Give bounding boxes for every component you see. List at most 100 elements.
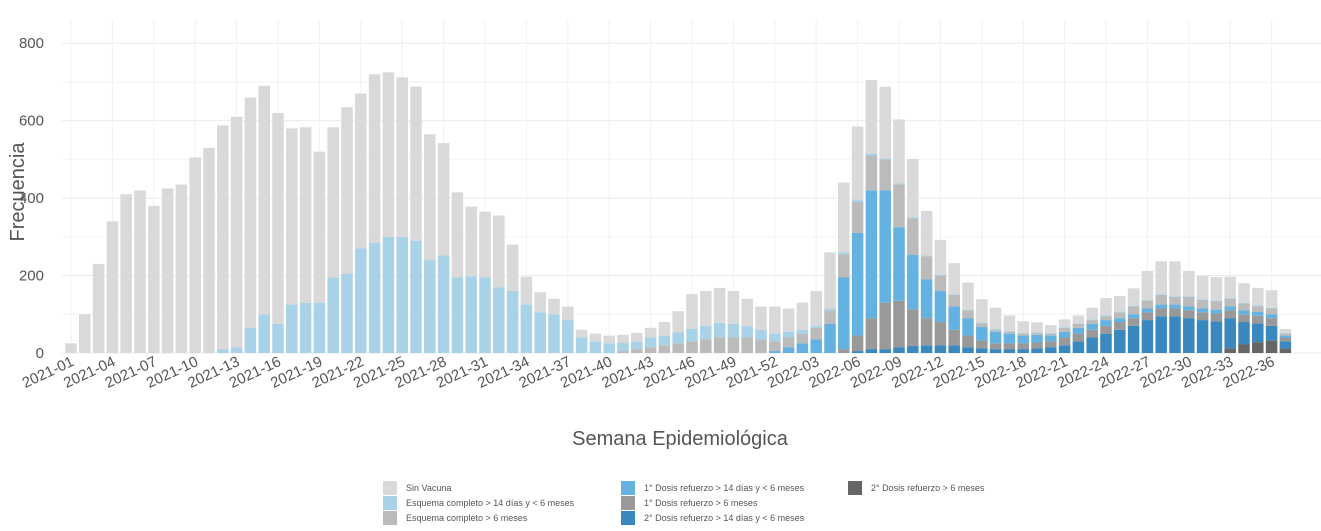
legend-item: 2° Dosis refuerzo > 14 días y < 6 meses [621, 511, 848, 525]
bar-segment-5 [920, 255, 933, 257]
bar-segment-4 [1045, 333, 1057, 336]
legend-label: Esquema completo > 6 meses [406, 513, 528, 523]
bar-segment-4 [741, 337, 753, 353]
bar-segment-6 [603, 335, 615, 344]
bar-segment-4 [686, 341, 698, 353]
bar-segment-6 [1045, 325, 1057, 333]
bar-segment-5 [713, 322, 726, 338]
bar-segment-3 [1224, 306, 1236, 311]
bar-segment-2 [1210, 313, 1223, 322]
bar-segment-5 [672, 332, 684, 344]
bar-segment-3 [1141, 308, 1154, 313]
bar-segment-5 [1058, 327, 1071, 328]
bar-segment-4 [1127, 306, 1140, 315]
bar-segment-4 [1114, 312, 1126, 319]
bar-segment-3 [1238, 310, 1250, 315]
bar-segment-4 [631, 349, 643, 353]
bar-segment-6 [782, 308, 795, 332]
bar-segment-2 [1031, 342, 1043, 349]
bar-segment-6 [313, 151, 326, 303]
y-tick-label: 200 [19, 268, 44, 285]
bar-segment-6 [1196, 275, 1209, 300]
bar-segment-2 [989, 343, 1002, 350]
bar-segment-1 [920, 345, 933, 353]
bar-segment-5 [1224, 298, 1236, 299]
bar-segment-3 [1045, 335, 1057, 342]
bar-segment-6 [617, 334, 629, 343]
bar-segment-3 [893, 227, 905, 301]
bar-segment-3 [1155, 304, 1167, 309]
bar-segment-3 [879, 190, 891, 303]
bar-segment-5 [824, 308, 836, 311]
bar-segment-6 [506, 244, 519, 292]
bar-segment-5 [589, 341, 602, 353]
bar-segment-4 [796, 333, 809, 344]
bar-segment-5 [548, 314, 560, 353]
bar-segment-0 [1252, 342, 1264, 353]
legend-label: Sin Vacuna [406, 483, 452, 493]
bar-segment-2 [1252, 315, 1264, 324]
bar-segment-5 [424, 260, 436, 353]
bar-segment-1 [1114, 329, 1126, 353]
bar-segment-5 [299, 302, 312, 353]
bar-segment-2 [1072, 333, 1085, 342]
bar-segment-2 [1127, 318, 1140, 326]
bar-segment-6 [189, 157, 201, 353]
bar-segment-5 [286, 304, 298, 353]
legend-label: Esquema completo > 14 días y < 6 meses [406, 498, 575, 508]
bar-segment-3 [907, 255, 919, 310]
bar-segment-5 [217, 349, 229, 353]
bar-segment-1 [1100, 333, 1112, 353]
bar-segment-5 [1265, 307, 1278, 309]
bar-segment-1 [1265, 325, 1278, 341]
bar-segment-2 [1003, 343, 1016, 350]
bar-segment-2 [851, 335, 864, 352]
bar-segment-2 [1265, 318, 1278, 326]
bar-segment-5 [258, 314, 270, 353]
bar-segment-1 [907, 346, 919, 353]
y-tick-label: 400 [19, 190, 44, 207]
bar-segment-6 [686, 294, 698, 329]
bar-segment-4 [962, 310, 974, 319]
bar-segment-6 [451, 192, 464, 278]
bar-segment-6 [1031, 322, 1043, 333]
chart-legend: Sin Vacuna 1° Dosis refuerzo > 14 días y … [383, 481, 1028, 525]
legend-swatch [383, 481, 397, 495]
bar-segment-4 [934, 275, 947, 292]
bar-segment-2 [948, 329, 960, 346]
legend-label: 2° Dosis refuerzo > 6 meses [871, 483, 985, 493]
bar-segment-2 [1045, 341, 1057, 348]
bar-segment-4 [1224, 298, 1236, 307]
bar-segment-2 [1238, 314, 1250, 323]
bar-segment-6 [65, 343, 77, 353]
bar-segment-5 [700, 325, 712, 340]
bar-segment-5 [907, 217, 919, 219]
bar-segment-3 [989, 331, 1002, 344]
bar-segment-4 [1058, 327, 1071, 332]
bar-segment-6 [161, 188, 174, 353]
bar-segment-6 [838, 182, 850, 253]
bar-segment-4 [658, 345, 671, 353]
bar-segment-5 [1127, 305, 1140, 307]
bar-segment-6 [520, 276, 533, 305]
bar-segment-6 [341, 107, 353, 274]
bar-segment-6 [644, 327, 657, 338]
bar-segment-5 [1003, 330, 1016, 332]
bar-segment-2 [1114, 322, 1126, 330]
bar-segment-5 [1169, 296, 1181, 297]
bar-segment-6 [465, 206, 477, 277]
bar-segment-1 [1183, 318, 1195, 353]
bar-segment-2 [1183, 310, 1195, 319]
bar-segment-4 [1072, 323, 1085, 328]
bar-segment-3 [1265, 314, 1278, 319]
bar-segment-5 [893, 183, 905, 185]
bar-segment-2 [879, 302, 891, 350]
bar-segment-4 [1141, 300, 1154, 309]
bar-segment-3 [796, 343, 809, 353]
bar-segment-6 [272, 112, 284, 324]
bar-segment-3 [1183, 306, 1195, 311]
bar-segment-5 [1183, 296, 1195, 297]
bar-segment-1 [976, 348, 988, 353]
bar-segment-4 [948, 294, 960, 307]
bar-segment-2 [934, 322, 947, 346]
